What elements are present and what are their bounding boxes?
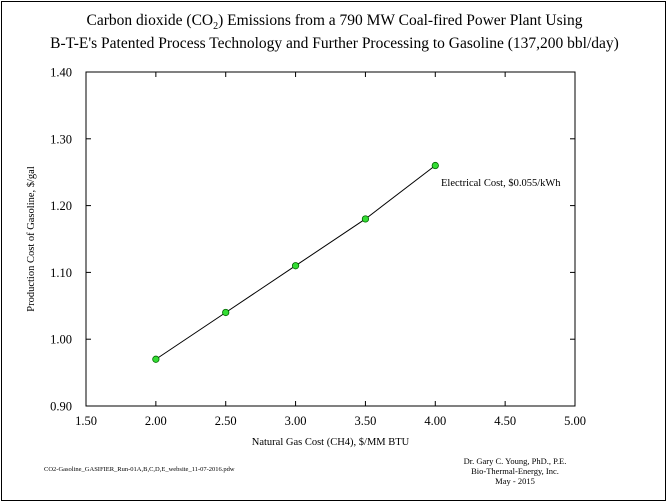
x-tick-label: 4.50: [494, 414, 516, 428]
x-axis-tick-labels: 1.50 2.00 2.50 3.00 3.50 4.00 4.50 5.00: [75, 414, 586, 428]
footer-author: Dr. Gary C. Young, PhD., P.E.: [463, 456, 567, 466]
data-point: [431, 161, 439, 170]
title-prefix: Carbon dioxide (CO: [86, 12, 214, 29]
x-tick-label: 1.50: [75, 414, 97, 428]
footer-file-name: CO2-Gasoline_GASIFIER_Run-01A,B,C,D,E_we…: [44, 466, 235, 473]
x-tick-label: 4.00: [424, 414, 446, 428]
y-tick-label: 1.40: [50, 66, 72, 80]
y-axis-label: Production Cost of Gasoline, $/gal: [26, 166, 37, 312]
y-tick-label: 1.30: [50, 132, 72, 146]
x-tick-label: 3.00: [285, 414, 307, 428]
chart-title-line-1: Carbon dioxide (CO2) Emissions from a 79…: [0, 12, 669, 36]
x-tick-label: 3.50: [354, 414, 376, 428]
data-point: [152, 355, 160, 363]
y-tick-label: 1.00: [50, 333, 72, 347]
footer-organization: Bio-Thermal-Energy, Inc.: [471, 466, 559, 476]
series-group: [152, 161, 439, 363]
x-tick-label: 2.00: [145, 414, 167, 428]
data-point: [291, 262, 300, 270]
footer-date: May - 2015: [495, 476, 535, 486]
series-annotation: Electrical Cost, $0.055/kWh: [441, 178, 561, 189]
y-tick-label: 1.20: [50, 199, 72, 213]
data-point: [361, 215, 370, 223]
y-axis-tick-labels: 0.90 1.00 1.10 1.20 1.30 1.40: [50, 66, 72, 414]
title-subscript: 2: [213, 21, 219, 33]
data-point: [222, 308, 230, 317]
chart-title-line-2: B-T-E's Patented Process Technology and …: [50, 35, 619, 52]
x-axis-label: Natural Gas Cost (CH4), $/MM BTU: [252, 437, 410, 448]
y-tick-label: 1.10: [50, 266, 72, 280]
plot-area: [85, 71, 576, 407]
y-tick-label: 0.90: [50, 400, 72, 414]
x-axis-ticks: [85, 72, 576, 406]
title-suffix: ) Emissions from a 790 MW Coal-fired Pow…: [218, 12, 583, 29]
x-tick-label: 2.50: [215, 414, 237, 428]
x-tick-label: 5.00: [564, 414, 586, 428]
y-axis-ticks: [86, 71, 575, 407]
